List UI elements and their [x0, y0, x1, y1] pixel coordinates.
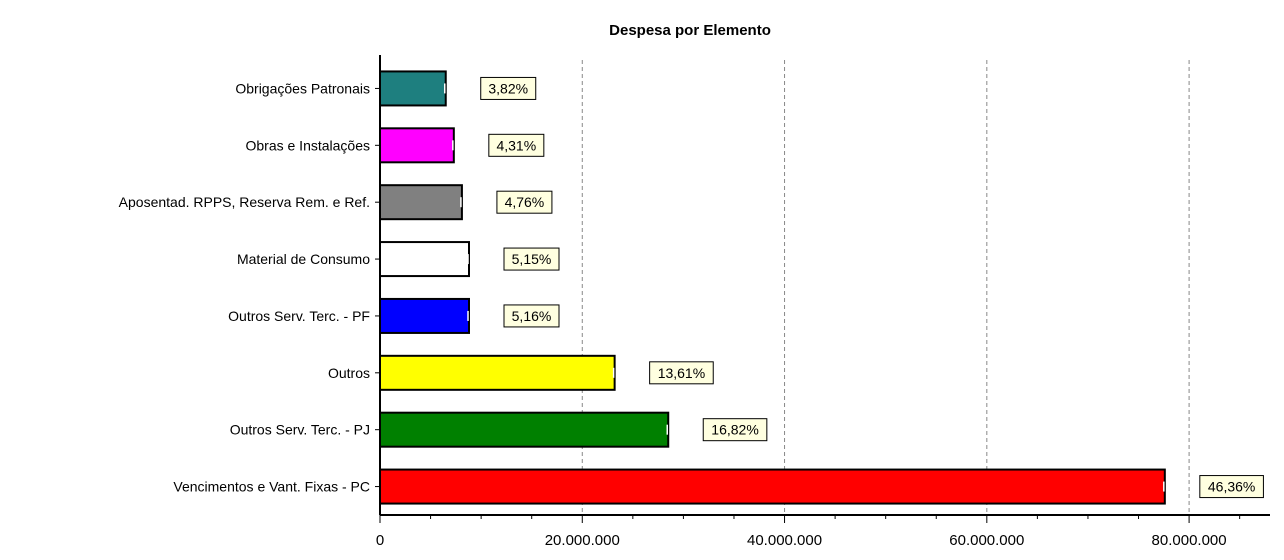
- data-label: 5,16%: [512, 308, 552, 324]
- data-label-box: [488, 133, 545, 157]
- data-label-box: [496, 190, 553, 214]
- x-tick-label: 60.000.000: [949, 532, 1024, 549]
- data-label: 3,82%: [488, 80, 528, 96]
- data-label-box: [649, 361, 714, 385]
- bar: [379, 184, 463, 221]
- category-label: Aposentad. RPPS, Reserva Rem. e Ref.: [119, 194, 370, 210]
- data-label: 4,76%: [505, 194, 545, 210]
- category-label: Outros: [328, 365, 370, 381]
- bar: [379, 297, 470, 334]
- data-label-box: [702, 418, 768, 442]
- category-label: Outros Serv. Terc. - PJ: [230, 422, 370, 438]
- data-label-box: [503, 304, 560, 328]
- x-tick-label: 40.000.000: [747, 532, 822, 549]
- data-label: 5,15%: [512, 251, 552, 267]
- bar: [379, 354, 616, 391]
- bar: [379, 70, 447, 107]
- category-label: Outros Serv. Terc. - PF: [228, 308, 370, 324]
- grid-lines: [581, 60, 1190, 515]
- category-label: Obras e Instalações: [245, 137, 370, 153]
- x-tick-label: 20.000.000: [545, 532, 620, 549]
- data-label: 4,31%: [496, 137, 536, 153]
- chart-title: Despesa por Elemento: [609, 22, 771, 39]
- bar: [379, 127, 455, 164]
- bar: [379, 411, 670, 448]
- category-label: Material de Consumo: [237, 251, 370, 267]
- bar: [379, 468, 1166, 505]
- data-label-box: [1199, 475, 1264, 499]
- data-label: 46,36%: [1208, 479, 1255, 495]
- x-tick-label: 0: [376, 532, 384, 549]
- data-label: 16,82%: [711, 422, 758, 438]
- x-tick-label: 80.000.000: [1152, 532, 1227, 549]
- bar: [379, 241, 470, 278]
- data-label-box: [480, 76, 537, 100]
- data-labels: 3,82% 4,31% 4,76% 5,15% 5,16% 13,61% 16,82% 46,…: [480, 76, 1264, 499]
- data-label-box: [503, 247, 560, 271]
- axes: Obrigações Patronais Obras e Instalações A…: [119, 55, 1270, 549]
- data-label: 13,61%: [658, 365, 705, 381]
- category-label: Obrigações Patronais: [235, 80, 370, 96]
- category-label: Vencimentos e Vant. Fixas - PC: [173, 479, 370, 495]
